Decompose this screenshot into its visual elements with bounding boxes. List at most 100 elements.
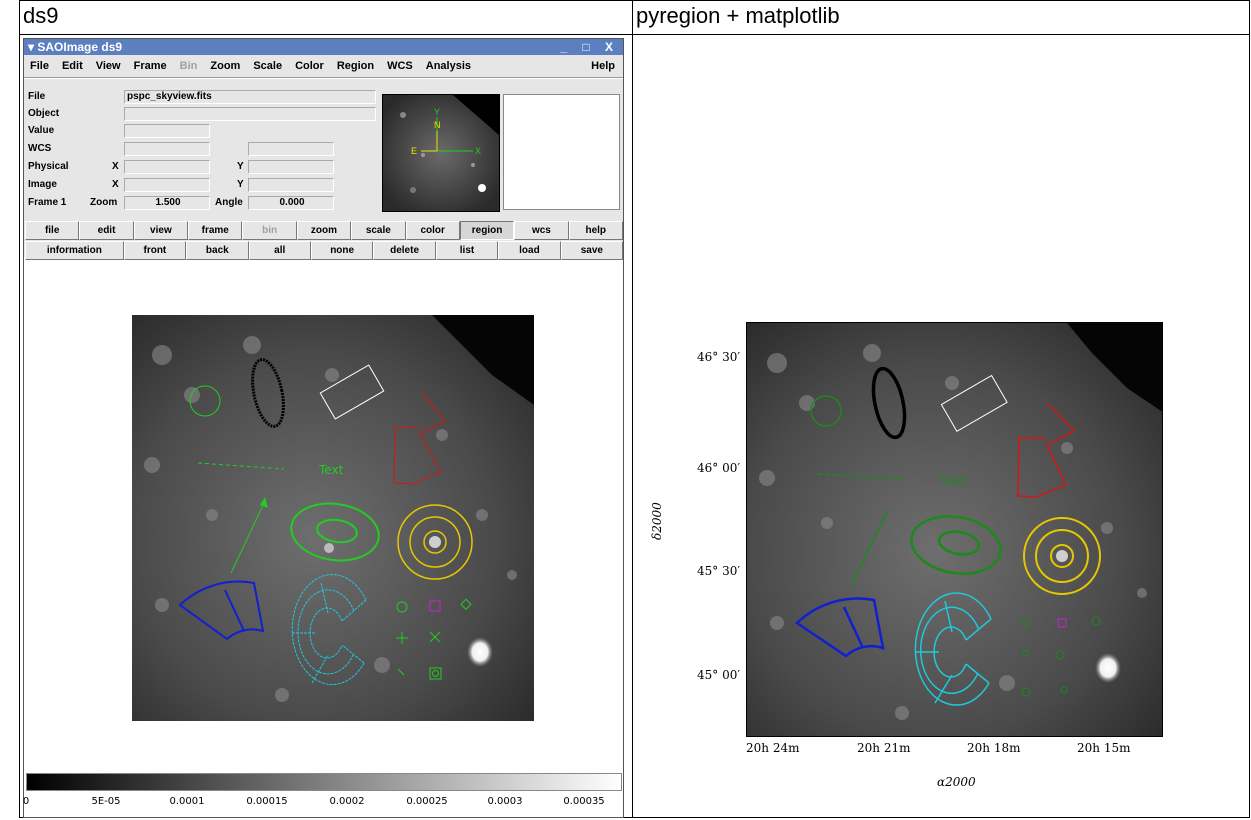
compass-n: N [434,120,441,130]
mpl-box-white [940,374,1008,433]
window-menu-icon[interactable]: ▾ [28,40,38,54]
region-annulus-inner [423,530,447,554]
region-ellipse-black [251,358,285,428]
menu-help[interactable]: Help [591,60,615,72]
object-field [124,107,376,121]
region-annulus-middle [409,516,461,568]
btn-delete[interactable]: delete [373,241,436,260]
btn-scale[interactable]: scale [351,221,406,240]
object-label: Object [28,108,60,119]
btn-back[interactable]: back [186,241,249,260]
region-line-green [197,462,285,470]
mpl-polygon-red [1017,402,1076,498]
region-panda-blue [178,580,265,641]
matplotlib-axes: Text [746,322,1163,737]
mpl-ellipse-outer [910,515,1002,575]
btn-save[interactable]: save [560,241,624,260]
btn-color[interactable]: color [405,221,460,240]
mpl-point-circle [1021,618,1031,628]
mpl-point-box [1057,618,1067,628]
window-titlebar[interactable]: ▾ SAOImage ds9 _ □ X [24,39,623,55]
button-bar-main: file edit view frame bin zoom scale colo… [25,221,623,240]
button-bar-region: information front back all none delete l… [25,241,624,260]
colorbar-ticks: 0 5E-05 0.0001 0.00015 0.0002 0.00025 0.… [22,791,622,813]
x-tick-1: 20h 24m [746,741,800,755]
point-x [429,631,441,643]
btn-edit[interactable]: edit [79,221,134,240]
menu-scale[interactable]: Scale [253,60,283,72]
menu-zoom[interactable]: Zoom [210,60,241,72]
frame-label: Frame 1 [28,197,67,208]
btn-front[interactable]: front [123,241,187,260]
cbar-tick-0: 0 [22,796,30,807]
mpl-panda-blue [795,597,885,658]
btn-zoom[interactable]: zoom [296,221,352,240]
y-tick-3: 45° 30′ [697,564,741,578]
btn-bin: bin [242,221,297,240]
cbar-tick-6: 0.0003 [487,796,523,807]
mpl-point-cross [1022,649,1030,657]
mpl-ellipse-inner [937,530,981,556]
point-boxcircle [429,667,442,680]
column-title-ds9: ds9 [23,3,59,28]
value-label: Value [28,125,55,136]
btn-information[interactable]: information [25,241,124,260]
mpl-annulus-middle [1035,529,1089,583]
btn-wcs[interactable]: wcs [514,221,569,240]
btn-load[interactable]: load [498,241,561,260]
region-vector-green [230,500,266,574]
y-tick-2: 46° 00′ [697,461,741,475]
btn-all[interactable]: all [248,241,311,260]
mpl-text: Text [940,474,966,488]
cbar-tick-4: 0.0002 [329,796,365,807]
wcs-field-1 [124,142,210,156]
menu-view[interactable]: View [95,60,121,72]
point-diamond [460,598,472,610]
menu-bin: Bin [179,60,198,72]
compass-y: Y [434,107,440,117]
physical-y-label: Y [237,161,244,172]
point-arrow [397,668,405,676]
mpl-point-diamond [1091,616,1101,626]
ds9-image-canvas[interactable]: Text [132,315,534,721]
comparison-table [19,0,1250,818]
image-x-label: X [112,179,119,190]
column-divider [632,0,633,818]
cbar-tick-3: 0.00015 [246,796,288,807]
btn-file[interactable]: file [25,221,80,240]
angle-field: 0.000 [248,196,334,210]
window-title: SAOImage ds9 [37,40,123,54]
menu-file[interactable]: File [30,60,49,72]
physical-x-field [124,160,210,174]
btn-view[interactable]: view [133,221,189,240]
compass-e: E [411,146,417,156]
menu-analysis[interactable]: Analysis [425,60,472,72]
menu-frame[interactable]: Frame [133,60,167,72]
physical-x-label: X [112,161,119,172]
x-axis-label: α2000 [937,775,976,789]
menu-region[interactable]: Region [336,60,375,72]
menu-edit[interactable]: Edit [61,60,83,72]
menu-bar: File Edit View Frame Bin Zoom Scale Colo… [24,55,623,78]
btn-region[interactable]: region [459,221,515,240]
btn-help[interactable]: help [568,221,623,240]
region-epanda-cyan [291,574,367,685]
btn-list[interactable]: list [435,241,499,260]
image-label: Image [28,179,57,190]
colorbar[interactable] [26,773,622,791]
btn-none[interactable]: none [310,241,374,260]
menu-wcs[interactable]: WCS [387,60,413,72]
region-box-white [319,364,385,420]
mpl-vector-green [850,509,889,586]
point-circle [396,601,408,613]
panner-thumbnail[interactable]: X Y N E [382,94,500,212]
btn-frame[interactable]: frame [188,221,243,240]
mpl-epanda-cyan [914,592,992,706]
wcs-label: WCS [28,143,52,154]
image-y-field [248,178,334,192]
ds9-window: ▾ SAOImage ds9 _ □ X File Edit View Fram… [23,38,624,818]
magnifier [503,94,620,210]
menu-color[interactable]: Color [295,60,324,72]
window-controls[interactable]: _ □ X [560,40,619,54]
region-polygon-red [393,392,446,485]
